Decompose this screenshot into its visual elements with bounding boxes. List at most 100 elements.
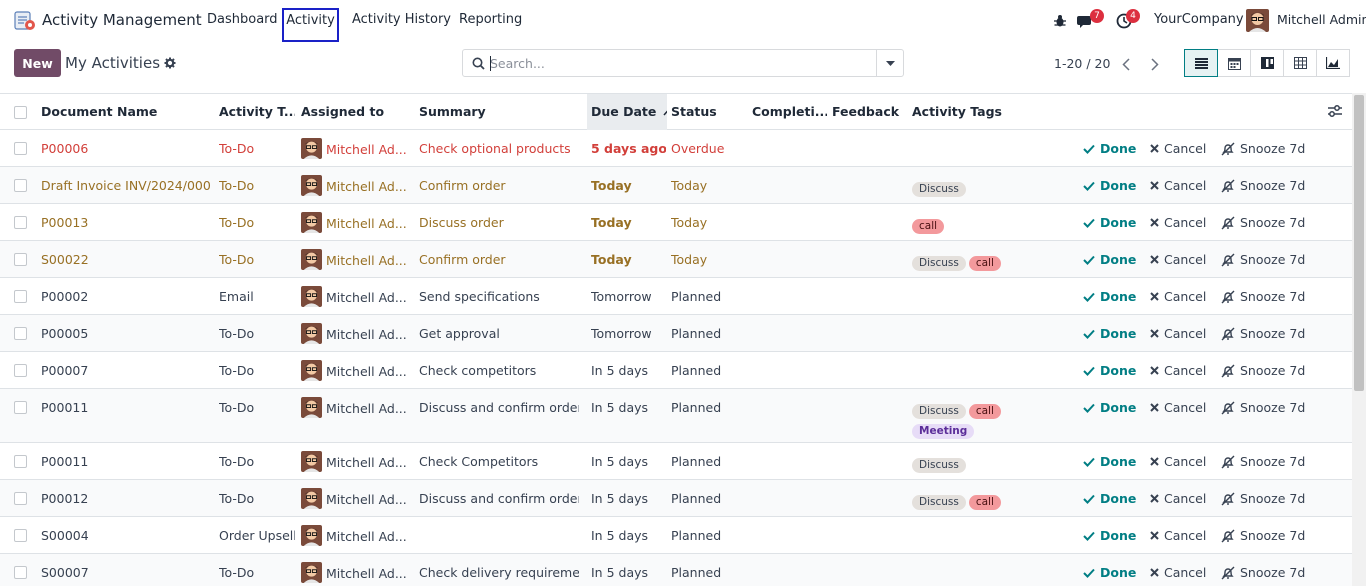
column-due-date[interactable]: Due Date (587, 94, 667, 130)
cancel-button[interactable]: Cancel (1150, 289, 1206, 304)
tag-badge[interactable]: call (968, 404, 1001, 419)
scrollbar-thumb[interactable] (1354, 95, 1364, 391)
row-checkbox[interactable] (14, 364, 27, 377)
tag-badge[interactable]: call (912, 219, 945, 234)
menu-activity[interactable]: Activity (282, 8, 339, 42)
row-checkbox[interactable] (14, 529, 27, 542)
cancel-button[interactable]: Cancel (1150, 454, 1206, 469)
column-activity-type[interactable]: Activity T... (219, 104, 295, 119)
column-activity-tags[interactable]: Activity Tags (912, 104, 1002, 119)
column-completion[interactable]: Completi... (752, 104, 827, 119)
tag-badge[interactable]: Discuss (912, 256, 966, 271)
user-menu[interactable]: Mitchell Admin (1277, 12, 1366, 27)
done-button[interactable]: Done (1083, 326, 1136, 341)
done-button[interactable]: Done (1083, 215, 1136, 230)
table-row[interactable]: P00011 To-Do Mitchell Ad... Check Competito… (0, 443, 1352, 480)
kanban-view-button[interactable] (1250, 49, 1284, 77)
app-name[interactable]: Activity Management (42, 11, 202, 29)
tag-badge[interactable]: Meeting (912, 424, 975, 439)
row-checkbox[interactable] (14, 327, 27, 340)
table-row[interactable]: P00012 To-Do Mitchell Ad... Discuss and con… (0, 480, 1352, 517)
menu-activity-history[interactable]: Activity History (352, 12, 451, 27)
tag-badge[interactable]: call (968, 495, 1001, 510)
row-checkbox[interactable] (14, 455, 27, 468)
row-checkbox[interactable] (14, 142, 27, 155)
column-assigned-to[interactable]: Assigned to (301, 104, 385, 119)
done-button[interactable]: Done (1083, 565, 1136, 580)
table-row[interactable]: P00007 To-Do Mitchell Ad... Check competito… (0, 352, 1352, 389)
menu-reporting[interactable]: Reporting (459, 12, 523, 27)
snooze-button[interactable]: Snooze 7d (1221, 363, 1305, 378)
list-view-button[interactable] (1184, 49, 1218, 77)
done-button[interactable]: Done (1083, 454, 1136, 469)
done-button[interactable]: Done (1083, 491, 1136, 506)
tag-badge[interactable]: Discuss (912, 182, 966, 197)
tag-badge[interactable]: Discuss (912, 495, 966, 510)
cancel-button[interactable]: Cancel (1150, 400, 1206, 415)
table-row[interactable]: P00013 To-Do Mitchell Ad... Discuss order To… (0, 204, 1352, 241)
done-button[interactable]: Done (1083, 289, 1136, 304)
tag-badge[interactable]: Discuss (912, 404, 966, 419)
chat-icon[interactable] (1076, 11, 1096, 31)
app-logo-icon[interactable] (13, 9, 36, 32)
search-input[interactable] (490, 54, 870, 72)
done-button[interactable]: Done (1083, 141, 1136, 156)
calendar-view-button[interactable] (1217, 49, 1251, 77)
table-row[interactable]: S00004 Order Upsell Mitchell Ad... In 5 day… (0, 517, 1352, 554)
snooze-button[interactable]: Snooze 7d (1221, 289, 1305, 304)
gear-icon[interactable] (164, 57, 176, 69)
table-row[interactable]: S00007 To-Do Mitchell Ad... Check delivery … (0, 554, 1352, 586)
snooze-button[interactable]: Snooze 7d (1221, 454, 1305, 469)
row-checkbox[interactable] (14, 179, 27, 192)
cancel-button[interactable]: Cancel (1150, 491, 1206, 506)
user-avatar[interactable] (1246, 9, 1269, 32)
pager-value[interactable]: 1-20 / 20 (1054, 56, 1111, 71)
new-button[interactable]: New (14, 49, 61, 77)
table-row[interactable]: P00002 Email Mitchell Ad... Send specificat… (0, 278, 1352, 315)
row-checkbox[interactable] (14, 401, 27, 414)
graph-view-button[interactable] (1316, 49, 1350, 77)
row-checkbox[interactable] (14, 253, 27, 266)
pager-previous-button[interactable] (1112, 51, 1140, 77)
search-options-toggle[interactable] (876, 50, 903, 76)
snooze-button[interactable]: Snooze 7d (1221, 528, 1305, 543)
cancel-button[interactable]: Cancel (1150, 326, 1206, 341)
table-row[interactable]: P00005 To-Do Mitchell Ad... Get approval Tom… (0, 315, 1352, 352)
cancel-button[interactable]: Cancel (1150, 565, 1206, 580)
column-summary[interactable]: Summary (419, 104, 486, 119)
company-switcher[interactable]: YourCompany (1154, 12, 1244, 27)
column-status[interactable]: Status (671, 104, 717, 119)
snooze-button[interactable]: Snooze 7d (1221, 326, 1305, 341)
cancel-button[interactable]: Cancel (1150, 215, 1206, 230)
done-button[interactable]: Done (1083, 528, 1136, 543)
table-row[interactable]: P00011 To-Do Mitchell Ad... Discuss and con… (0, 389, 1352, 443)
row-checkbox[interactable] (14, 290, 27, 303)
cancel-button[interactable]: Cancel (1150, 528, 1206, 543)
table-row[interactable]: S00022 To-Do Mitchell Ad... Confirm order To… (0, 241, 1352, 278)
snooze-button[interactable]: Snooze 7d (1221, 565, 1305, 580)
row-checkbox[interactable] (14, 216, 27, 229)
bug-icon[interactable] (1050, 11, 1070, 31)
snooze-button[interactable]: Snooze 7d (1221, 400, 1305, 415)
snooze-button[interactable]: Snooze 7d (1221, 215, 1305, 230)
pager-next-button[interactable] (1141, 51, 1169, 77)
vertical-scrollbar[interactable] (1352, 93, 1366, 586)
done-button[interactable]: Done (1083, 400, 1136, 415)
table-row[interactable]: Draft Invoice INV/2024/000... To-Do Mitche… (0, 167, 1352, 204)
row-checkbox[interactable] (14, 566, 27, 579)
tag-badge[interactable]: call (968, 256, 1001, 271)
row-checkbox[interactable] (14, 492, 27, 505)
column-feedback[interactable]: Feedback (832, 104, 900, 119)
cancel-button[interactable]: Cancel (1150, 363, 1206, 378)
cancel-button[interactable]: Cancel (1150, 178, 1206, 193)
cancel-button[interactable]: Cancel (1150, 252, 1206, 267)
menu-dashboard[interactable]: Dashboard (207, 12, 278, 27)
done-button[interactable]: Done (1083, 252, 1136, 267)
snooze-button[interactable]: Snooze 7d (1221, 491, 1305, 506)
column-document-name[interactable]: Document Name (41, 104, 158, 119)
done-button[interactable]: Done (1083, 363, 1136, 378)
pivot-view-button[interactable] (1283, 49, 1317, 77)
tag-badge[interactable]: Discuss (912, 458, 966, 473)
snooze-button[interactable]: Snooze 7d (1221, 141, 1305, 156)
select-all-checkbox[interactable] (14, 106, 27, 119)
